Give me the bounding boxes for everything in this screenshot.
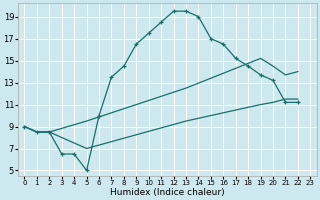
X-axis label: Humidex (Indice chaleur): Humidex (Indice chaleur) bbox=[110, 188, 225, 197]
